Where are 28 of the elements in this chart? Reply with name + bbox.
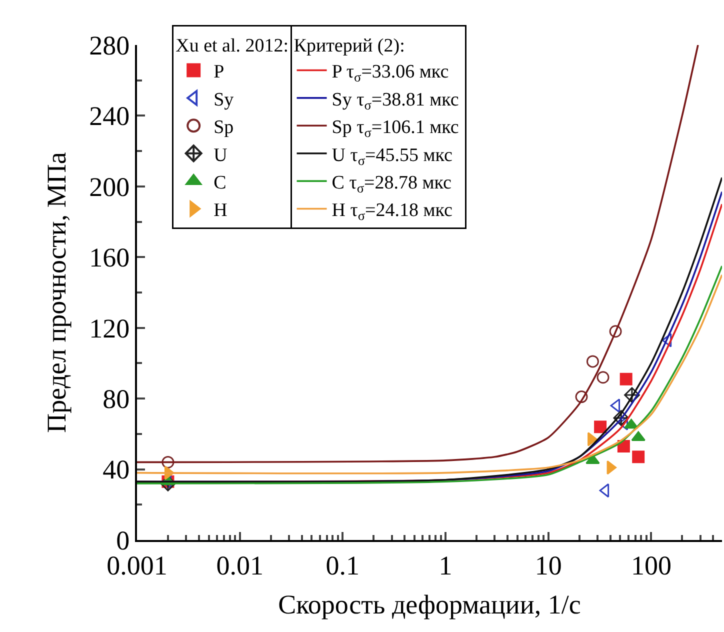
legend-label: Sy τ$_{σ}$=38.81 мкс [332, 89, 459, 112]
legend-label: C τ$_{σ}$=28.78 мкс [332, 172, 452, 196]
y-tick-label: 200 [89, 172, 130, 202]
x-tick-label: 0.01 [216, 550, 264, 580]
legend-label: U τ$_{σ}$=45.55 мкс [332, 144, 452, 168]
y-tick-label: 120 [89, 313, 130, 344]
y-axis-title: Предел прочности, МПа [42, 152, 72, 433]
y-tick-label: 280 [89, 30, 130, 60]
x-tick-label: 0.1 [326, 550, 360, 580]
y-tick-label: 40 [102, 454, 130, 485]
x-axis-title: Скорость деформации, 1/с [278, 589, 581, 620]
legend-label: Sp τ$_{σ}$=106.1 мкс [332, 117, 459, 140]
legend-label: P [214, 62, 224, 83]
legend-label: U [214, 144, 228, 166]
x-tick-label: 1 [438, 550, 452, 580]
legend-label: P τ$_{σ}$=33.06 мкс [332, 62, 449, 85]
legend-label: H τ$_{σ}$=24.18 мкс [332, 200, 452, 224]
legend-label: H [214, 200, 228, 222]
text: Xu et al. 2012: [176, 35, 289, 56]
x-tick-label: 10 [534, 550, 562, 580]
y-tick-label: 240 [89, 101, 130, 132]
x-tick-label: 100 [630, 550, 672, 580]
text: Критерий (2): [294, 35, 405, 56]
y-tick-label: 80 [102, 384, 130, 414]
y-tick-label: 160 [89, 242, 130, 273]
legend-label: Sy [214, 89, 234, 110]
legend-label: C [214, 172, 226, 194]
legend-label: Sp [214, 117, 234, 138]
